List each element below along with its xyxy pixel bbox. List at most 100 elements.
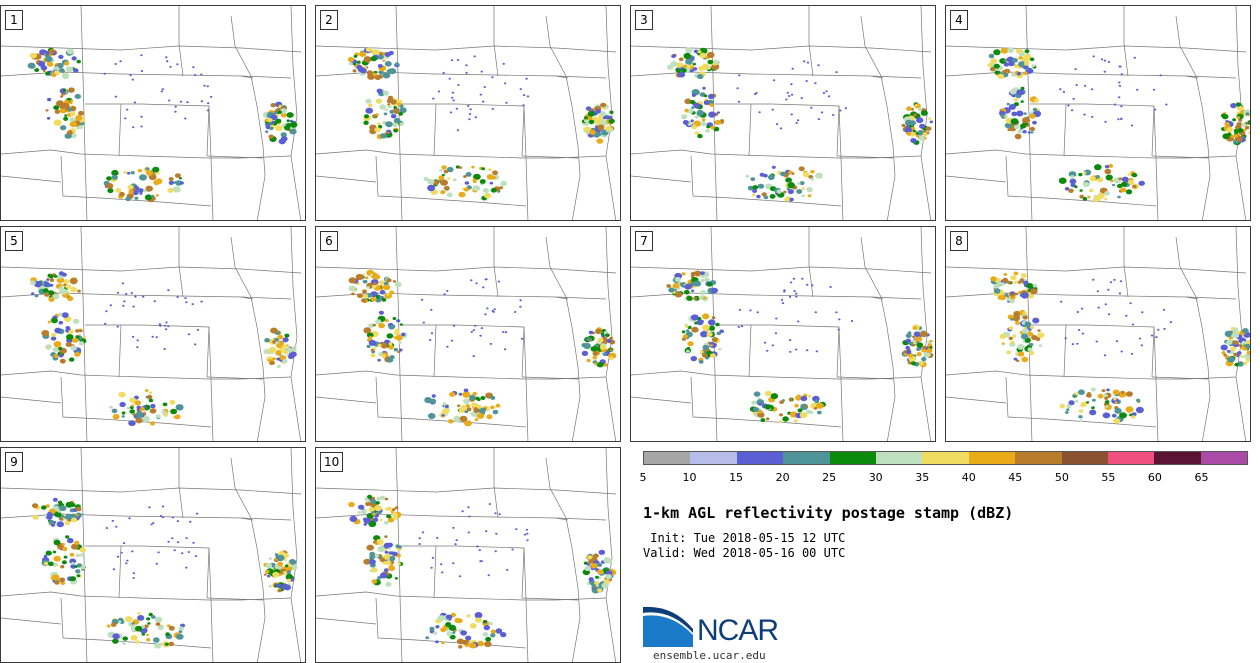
reflectivity-cell — [282, 359, 288, 364]
reflectivity-cell — [999, 58, 1007, 64]
reflectivity-cell — [389, 290, 395, 295]
reflectivity-map — [316, 227, 617, 441]
reflectivity-cell — [757, 411, 765, 418]
reflectivity-cell — [370, 353, 376, 358]
reflectivity-cell — [835, 71, 838, 74]
reflectivity-cell — [135, 640, 140, 644]
reflectivity-cell — [131, 78, 134, 81]
reflectivity-cell — [31, 503, 39, 509]
reflectivity-cell — [49, 283, 54, 287]
reflectivity-cell — [394, 577, 398, 580]
reflectivity-cell — [495, 628, 503, 634]
reflectivity-cell — [921, 357, 927, 362]
reflectivity-cell — [801, 277, 804, 280]
reflectivity-cell — [122, 642, 126, 645]
reflectivity-cell — [114, 63, 117, 65]
reflectivity-cell — [816, 402, 824, 409]
reflectivity-cell — [377, 358, 381, 362]
reflectivity-cell — [720, 119, 724, 123]
reflectivity-cell — [609, 348, 613, 352]
reflectivity-cell — [1074, 68, 1077, 71]
reflectivity-cell — [29, 280, 36, 286]
reflectivity-cell — [381, 354, 386, 358]
reflectivity-cell — [1004, 122, 1013, 129]
reflectivity-cell — [155, 194, 159, 197]
reflectivity-cell — [813, 407, 818, 410]
reflectivity-cell — [366, 293, 373, 298]
reflectivity-cell — [1226, 349, 1231, 353]
reflectivity-cell — [594, 581, 600, 586]
reflectivity-cell — [784, 196, 791, 202]
reflectivity-cell — [383, 284, 391, 291]
reflectivity-cell — [1113, 397, 1117, 401]
reflectivity-cell — [817, 118, 821, 121]
reflectivity-cell — [289, 128, 297, 135]
reflectivity-cell — [378, 310, 384, 315]
reflectivity-cell — [54, 294, 58, 297]
reflectivity-cell — [383, 112, 388, 116]
reflectivity-cell — [761, 192, 767, 197]
reflectivity-cell — [363, 120, 369, 126]
reflectivity-cell — [1155, 336, 1158, 339]
reflectivity-cell — [52, 346, 60, 353]
state-border — [1, 266, 302, 274]
reflectivity-cell — [479, 93, 482, 96]
reflectivity-cell — [441, 641, 445, 645]
reflectivity-cell — [61, 560, 67, 565]
reflectivity-colorbar — [643, 451, 1248, 465]
reflectivity-cell — [54, 109, 61, 114]
reflectivity-cell — [683, 289, 690, 295]
reflectivity-cell — [690, 356, 698, 362]
reflectivity-cell — [48, 290, 55, 296]
reflectivity-cell — [1010, 275, 1017, 281]
reflectivity-cell — [173, 415, 177, 419]
reflectivity-map — [1, 227, 302, 441]
reflectivity-cell — [475, 282, 478, 285]
reflectivity-cell — [376, 496, 382, 501]
state-border — [316, 292, 607, 300]
reflectivity-cell — [597, 116, 604, 122]
reflectivity-cell — [286, 570, 292, 575]
reflectivity-cell — [460, 630, 467, 636]
reflectivity-cell — [695, 115, 699, 119]
reflectivity-cell — [685, 58, 693, 65]
reflectivity-cell — [65, 284, 72, 289]
reflectivity-cell — [399, 323, 403, 326]
reflectivity-cell — [787, 182, 795, 189]
reflectivity-cell — [491, 76, 494, 79]
reflectivity-cell — [832, 114, 835, 116]
state-border — [748, 103, 752, 157]
reflectivity-cell — [284, 333, 290, 338]
reflectivity-cell — [783, 190, 787, 194]
reflectivity-cell — [348, 277, 357, 284]
reflectivity-cell — [467, 105, 470, 107]
reflectivity-cell — [912, 341, 917, 345]
reflectivity-cell — [1121, 181, 1127, 187]
reflectivity-cell — [600, 120, 608, 127]
reflectivity-cell — [1113, 278, 1116, 281]
reflectivity-cell — [796, 119, 800, 122]
reflectivity-cell — [781, 302, 785, 305]
reflectivity-cell — [46, 512, 53, 517]
reflectivity-cell — [371, 579, 378, 584]
reflectivity-map — [946, 6, 1250, 220]
reflectivity-cell — [1082, 197, 1088, 201]
ensemble-member-panel-4: 4 — [945, 5, 1251, 221]
reflectivity-cell — [49, 278, 55, 282]
reflectivity-cell — [384, 61, 392, 67]
state-border — [715, 103, 840, 157]
reflectivity-cell — [1221, 351, 1226, 355]
reflectivity-cell — [437, 90, 441, 93]
reflectivity-cell — [1034, 98, 1040, 103]
reflectivity-cell — [483, 86, 486, 88]
reflectivity-cell — [279, 341, 285, 346]
reflectivity-cell — [379, 296, 383, 299]
reflectivity-cell — [1090, 88, 1094, 91]
state-border — [690, 376, 842, 428]
reflectivity-cell — [379, 557, 386, 562]
reflectivity-cell — [167, 624, 171, 628]
reflectivity-cell — [1129, 302, 1132, 305]
colorbar-swatch — [875, 452, 923, 464]
reflectivity-cell — [1107, 313, 1111, 316]
reflectivity-cell — [387, 103, 391, 106]
